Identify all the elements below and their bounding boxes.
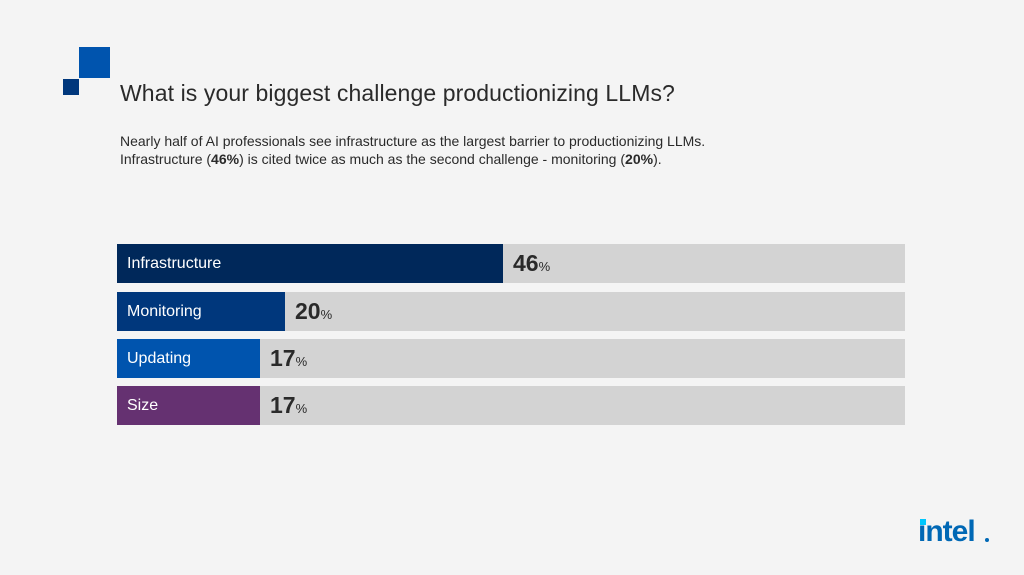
bar-label: Infrastructure: [127, 255, 222, 272]
data-label-value: 17: [270, 392, 296, 418]
intel-logo-dot: [920, 519, 926, 525]
bar-label: Size: [127, 397, 159, 414]
intel-logo-mark: [985, 538, 989, 542]
subtitle-text: ).: [653, 151, 662, 167]
chart-subtitle: Nearly half of AI professionals see infr…: [120, 132, 705, 168]
data-label: 20%: [295, 292, 332, 334]
subtitle-highlight: 20%: [625, 151, 654, 167]
chart-title: What is your biggest challenge productio…: [120, 80, 675, 106]
data-label-unit: %: [320, 307, 333, 322]
subtitle-text: Infrastructure (: [120, 151, 212, 167]
data-label-value: 20: [295, 298, 321, 324]
brand-square-large: [79, 47, 110, 78]
bar-size: Size: [117, 386, 260, 425]
bar-track: Size 17%: [117, 386, 905, 425]
data-label-unit: %: [295, 401, 308, 416]
data-label-unit: %: [538, 259, 551, 274]
bar-updating: Updating: [117, 339, 260, 378]
data-label-value: 46: [513, 250, 539, 276]
subtitle-text: ) is cited twice as much as the second c…: [239, 151, 626, 167]
data-label: 46%: [513, 244, 550, 286]
bar-monitoring: Monitoring: [117, 292, 285, 331]
intel-logo: intel: [918, 515, 976, 548]
data-label-unit: %: [295, 354, 308, 369]
subtitle-highlight: 46%: [211, 151, 240, 167]
data-label-value: 17: [270, 345, 296, 371]
brand-square-small: [63, 79, 79, 95]
data-label: 17%: [270, 386, 307, 428]
bar-track: Infrastructure 46%: [117, 244, 905, 283]
bar-label: Updating: [127, 350, 192, 367]
bar-track: Monitoring 20%: [117, 292, 905, 331]
bar-infrastructure: Infrastructure: [117, 244, 503, 283]
bar-track: Updating 17%: [117, 339, 905, 378]
bar-label: Monitoring: [127, 303, 202, 320]
data-label: 17%: [270, 339, 307, 381]
subtitle-line-2: Infrastructure (46%) is cited twice as m…: [120, 150, 705, 168]
subtitle-line-1: Nearly half of AI professionals see infr…: [120, 133, 706, 149]
